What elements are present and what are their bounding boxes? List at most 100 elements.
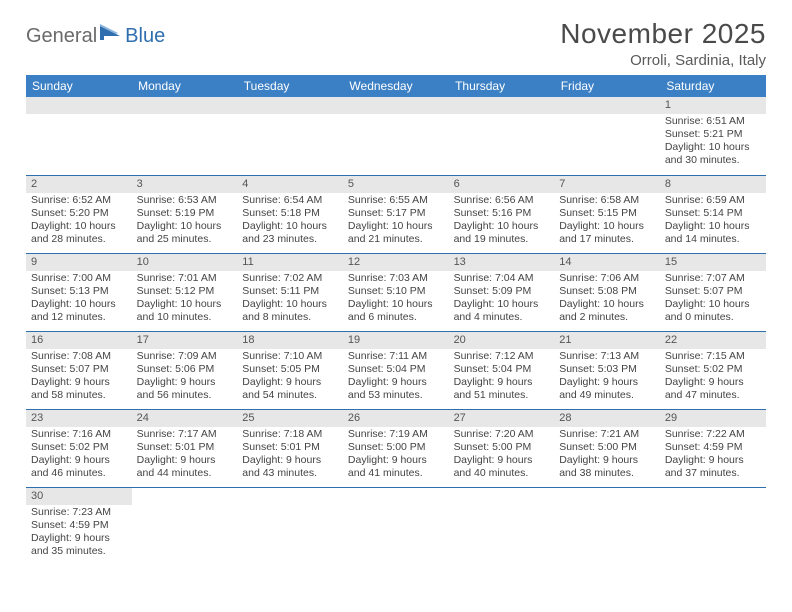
day-details: Sunrise: 6:53 AMSunset: 5:19 PMDaylight:… [132, 193, 238, 248]
day-number: 24 [132, 410, 238, 427]
day-number: 7 [554, 176, 660, 193]
day-number: 18 [237, 332, 343, 349]
day-cell: 6Sunrise: 6:56 AMSunset: 5:16 PMDaylight… [449, 175, 555, 253]
day-details: Sunrise: 7:20 AMSunset: 5:00 PMDaylight:… [449, 427, 555, 482]
day-details: Sunrise: 6:52 AMSunset: 5:20 PMDaylight:… [26, 193, 132, 248]
day-number: 9 [26, 254, 132, 271]
day-number [554, 97, 660, 114]
day-number: 12 [343, 254, 449, 271]
calendar-row: 23Sunrise: 7:16 AMSunset: 5:02 PMDayligh… [26, 409, 766, 487]
day-cell: 8Sunrise: 6:59 AMSunset: 5:14 PMDaylight… [660, 175, 766, 253]
day-details: Sunrise: 7:15 AMSunset: 5:02 PMDaylight:… [660, 349, 766, 404]
day-number [26, 97, 132, 114]
day-number: 17 [132, 332, 238, 349]
day-details: Sunrise: 7:18 AMSunset: 5:01 PMDaylight:… [237, 427, 343, 482]
day-number [132, 97, 238, 114]
day-details: Sunrise: 7:09 AMSunset: 5:06 PMDaylight:… [132, 349, 238, 404]
day-details: Sunrise: 7:10 AMSunset: 5:05 PMDaylight:… [237, 349, 343, 404]
empty-cell [132, 97, 238, 175]
day-cell: 29Sunrise: 7:22 AMSunset: 4:59 PMDayligh… [660, 409, 766, 487]
day-number: 14 [554, 254, 660, 271]
day-cell: 14Sunrise: 7:06 AMSunset: 5:08 PMDayligh… [554, 253, 660, 331]
day-number [449, 488, 555, 505]
day-number: 30 [26, 488, 132, 505]
weekday-row: SundayMondayTuesdayWednesdayThursdayFrid… [26, 75, 766, 97]
weekday-header: Tuesday [237, 75, 343, 97]
day-number: 21 [554, 332, 660, 349]
day-number: 8 [660, 176, 766, 193]
day-details: Sunrise: 7:11 AMSunset: 5:04 PMDaylight:… [343, 349, 449, 404]
day-details: Sunrise: 7:06 AMSunset: 5:08 PMDaylight:… [554, 271, 660, 326]
day-number: 1 [660, 97, 766, 114]
day-details: Sunrise: 7:19 AMSunset: 5:00 PMDaylight:… [343, 427, 449, 482]
day-cell: 5Sunrise: 6:55 AMSunset: 5:17 PMDaylight… [343, 175, 449, 253]
weekday-header: Wednesday [343, 75, 449, 97]
empty-cell [237, 487, 343, 565]
day-number: 2 [26, 176, 132, 193]
day-details: Sunrise: 7:12 AMSunset: 5:04 PMDaylight:… [449, 349, 555, 404]
day-cell: 18Sunrise: 7:10 AMSunset: 5:05 PMDayligh… [237, 331, 343, 409]
day-number: 22 [660, 332, 766, 349]
day-details: Sunrise: 7:08 AMSunset: 5:07 PMDaylight:… [26, 349, 132, 404]
day-details: Sunrise: 7:17 AMSunset: 5:01 PMDaylight:… [132, 427, 238, 482]
day-details: Sunrise: 7:23 AMSunset: 4:59 PMDaylight:… [26, 505, 132, 560]
weekday-header: Sunday [26, 75, 132, 97]
page-header: General Blue November 2025 Orroli, Sardi… [26, 18, 766, 69]
day-details: Sunrise: 7:02 AMSunset: 5:11 PMDaylight:… [237, 271, 343, 326]
calendar-body: 1Sunrise: 6:51 AMSunset: 5:21 PMDaylight… [26, 97, 766, 565]
day-number [132, 488, 238, 505]
day-cell: 17Sunrise: 7:09 AMSunset: 5:06 PMDayligh… [132, 331, 238, 409]
day-details: Sunrise: 6:51 AMSunset: 5:21 PMDaylight:… [660, 114, 766, 169]
day-cell: 2Sunrise: 6:52 AMSunset: 5:20 PMDaylight… [26, 175, 132, 253]
day-number [554, 488, 660, 505]
day-number: 3 [132, 176, 238, 193]
day-number: 11 [237, 254, 343, 271]
day-number: 28 [554, 410, 660, 427]
day-number: 13 [449, 254, 555, 271]
weekday-header: Monday [132, 75, 238, 97]
day-cell: 28Sunrise: 7:21 AMSunset: 5:00 PMDayligh… [554, 409, 660, 487]
day-number: 16 [26, 332, 132, 349]
calendar-page: General Blue November 2025 Orroli, Sardi… [0, 0, 792, 565]
empty-cell [554, 97, 660, 175]
day-details: Sunrise: 7:04 AMSunset: 5:09 PMDaylight:… [449, 271, 555, 326]
day-number [343, 488, 449, 505]
empty-cell [554, 487, 660, 565]
day-number: 25 [237, 410, 343, 427]
day-cell: 16Sunrise: 7:08 AMSunset: 5:07 PMDayligh… [26, 331, 132, 409]
day-details: Sunrise: 6:54 AMSunset: 5:18 PMDaylight:… [237, 193, 343, 248]
calendar-head: SundayMondayTuesdayWednesdayThursdayFrid… [26, 75, 766, 97]
day-number: 6 [449, 176, 555, 193]
weekday-header: Friday [554, 75, 660, 97]
month-title: November 2025 [560, 18, 766, 50]
day-cell: 9Sunrise: 7:00 AMSunset: 5:13 PMDaylight… [26, 253, 132, 331]
day-details: Sunrise: 7:07 AMSunset: 5:07 PMDaylight:… [660, 271, 766, 326]
title-block: November 2025 Orroli, Sardinia, Italy [560, 18, 766, 69]
day-number [660, 488, 766, 505]
day-cell: 11Sunrise: 7:02 AMSunset: 5:11 PMDayligh… [237, 253, 343, 331]
day-cell: 3Sunrise: 6:53 AMSunset: 5:19 PMDaylight… [132, 175, 238, 253]
day-number: 15 [660, 254, 766, 271]
day-number: 23 [26, 410, 132, 427]
day-cell: 25Sunrise: 7:18 AMSunset: 5:01 PMDayligh… [237, 409, 343, 487]
day-details: Sunrise: 7:01 AMSunset: 5:12 PMDaylight:… [132, 271, 238, 326]
day-cell: 23Sunrise: 7:16 AMSunset: 5:02 PMDayligh… [26, 409, 132, 487]
calendar-table: SundayMondayTuesdayWednesdayThursdayFrid… [26, 75, 766, 565]
day-number: 29 [660, 410, 766, 427]
day-cell: 15Sunrise: 7:07 AMSunset: 5:07 PMDayligh… [660, 253, 766, 331]
empty-cell [660, 487, 766, 565]
empty-cell [343, 97, 449, 175]
day-cell: 10Sunrise: 7:01 AMSunset: 5:12 PMDayligh… [132, 253, 238, 331]
day-cell: 4Sunrise: 6:54 AMSunset: 5:18 PMDaylight… [237, 175, 343, 253]
day-number [237, 97, 343, 114]
calendar-row: 9Sunrise: 7:00 AMSunset: 5:13 PMDaylight… [26, 253, 766, 331]
day-details: Sunrise: 6:55 AMSunset: 5:17 PMDaylight:… [343, 193, 449, 248]
day-cell: 21Sunrise: 7:13 AMSunset: 5:03 PMDayligh… [554, 331, 660, 409]
location-text: Orroli, Sardinia, Italy [560, 52, 766, 69]
day-cell: 27Sunrise: 7:20 AMSunset: 5:00 PMDayligh… [449, 409, 555, 487]
day-details: Sunrise: 6:58 AMSunset: 5:15 PMDaylight:… [554, 193, 660, 248]
day-number: 27 [449, 410, 555, 427]
day-cell: 13Sunrise: 7:04 AMSunset: 5:09 PMDayligh… [449, 253, 555, 331]
day-cell: 1Sunrise: 6:51 AMSunset: 5:21 PMDaylight… [660, 97, 766, 175]
logo-text-blue: Blue [125, 25, 165, 48]
